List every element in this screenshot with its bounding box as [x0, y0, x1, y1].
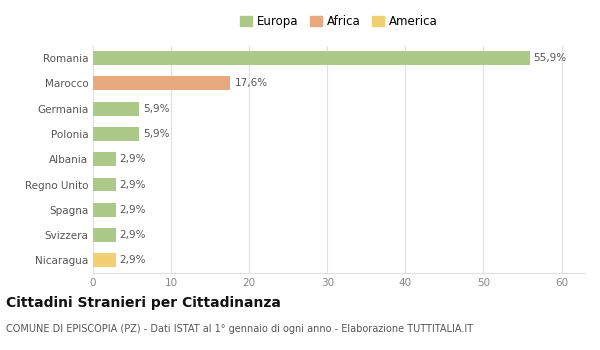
- Bar: [93, 152, 116, 166]
- Text: 2,9%: 2,9%: [119, 180, 146, 190]
- Text: 2,9%: 2,9%: [119, 230, 146, 240]
- Text: COMUNE DI EPISCOPIA (PZ) - Dati ISTAT al 1° gennaio di ogni anno - Elaborazione : COMUNE DI EPISCOPIA (PZ) - Dati ISTAT al…: [6, 324, 473, 334]
- Bar: [93, 127, 139, 141]
- Legend: Europa, Africa, America: Europa, Africa, America: [236, 10, 442, 33]
- Text: 2,9%: 2,9%: [119, 256, 146, 265]
- Bar: [93, 51, 530, 65]
- Bar: [93, 228, 116, 242]
- Text: 2,9%: 2,9%: [119, 154, 146, 164]
- Text: Cittadini Stranieri per Cittadinanza: Cittadini Stranieri per Cittadinanza: [6, 296, 281, 310]
- Text: 5,9%: 5,9%: [143, 104, 169, 114]
- Bar: [93, 253, 116, 267]
- Bar: [93, 177, 116, 191]
- Bar: [93, 76, 230, 90]
- Text: 55,9%: 55,9%: [533, 53, 566, 63]
- Text: 17,6%: 17,6%: [235, 78, 268, 89]
- Text: 5,9%: 5,9%: [143, 129, 169, 139]
- Bar: [93, 203, 116, 217]
- Text: 2,9%: 2,9%: [119, 205, 146, 215]
- Bar: [93, 102, 139, 116]
